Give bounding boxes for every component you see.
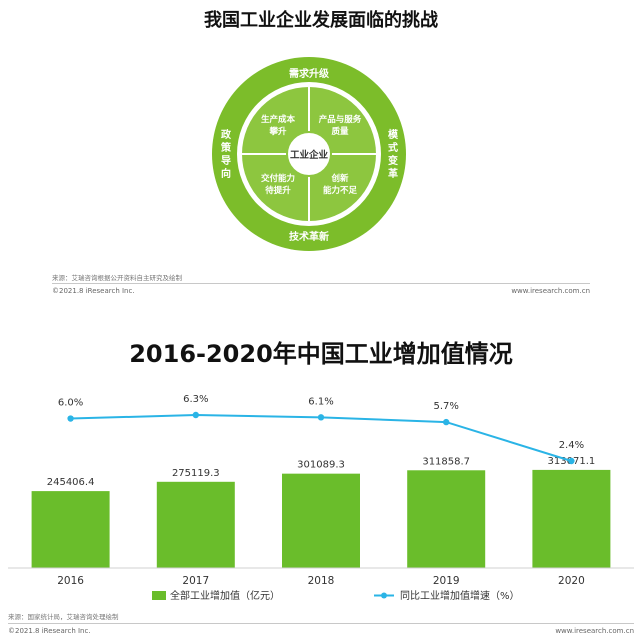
bar-label-2018: 301089.3 xyxy=(297,460,345,471)
center-circle xyxy=(286,131,332,177)
bar-label-2017: 275119.3 xyxy=(172,468,220,479)
bar-2016 xyxy=(31,491,110,568)
growth-label-2019: 5.7% xyxy=(433,401,458,412)
bar-2019 xyxy=(407,470,486,568)
diagram-source: 来源：艾瑞咨询根据公开资料自主研究及绘制 xyxy=(52,274,182,282)
x-tick-2019: 2019 xyxy=(433,575,460,587)
right-ring-label-char: 变 xyxy=(388,154,398,167)
bar-label-2019: 311858.7 xyxy=(422,456,470,467)
growth-label-2020: 2.4% xyxy=(559,440,584,451)
chart-source: 来源：国家统计局，艾瑞咨询处理绘制 xyxy=(8,613,119,621)
x-tick-2020: 2020 xyxy=(558,575,585,587)
chart-copyright: ©2021.8 iResearch Inc. xyxy=(8,627,91,635)
ring-label-top: 需求升级 xyxy=(289,67,330,80)
growth-point-2018 xyxy=(317,414,325,421)
diagram-website: www.iresearch.com.cn xyxy=(511,287,590,295)
industrial-value-chart: 245406.4275119.3301089.3311858.7313071.1… xyxy=(8,394,634,602)
bar-2018 xyxy=(282,473,360,568)
left-ring-label-char: 导 xyxy=(221,155,231,167)
growth-line xyxy=(70,413,572,462)
left-ring-label-char: 向 xyxy=(221,167,231,180)
quadrant-top-right-line2: 质量 xyxy=(331,126,349,137)
diagram-title: 我国工业企业发展面临的挑战 xyxy=(204,10,438,31)
growth-point-2019 xyxy=(443,418,450,426)
ring-label-bottom: 技术革新 xyxy=(289,230,329,243)
right-ring-label-char: 式 xyxy=(388,141,398,154)
bar-label-2016: 245406.4 xyxy=(47,477,95,488)
chart-website: www.iresearch.com.cn xyxy=(555,627,634,635)
growth-label-2017: 6.3% xyxy=(183,394,208,405)
legend-line-marker xyxy=(381,592,387,599)
right-ring-label-char: 模 xyxy=(388,128,399,141)
growth-label-2018: 6.1% xyxy=(308,396,333,407)
growth-point-2017 xyxy=(192,411,199,419)
legend-line-label: 同比工业增加值增速（%） xyxy=(400,589,520,602)
center-label: 工业企业 xyxy=(290,149,329,161)
bar-2017 xyxy=(156,481,235,568)
growth-point-2016 xyxy=(67,415,74,422)
quadrant-bottom-right-line1: 创新 xyxy=(330,173,349,184)
quadrant-top-left-line2: 攀升 xyxy=(268,126,287,137)
quadrant-bottom-right-line2: 能力不足 xyxy=(323,185,358,196)
legend-bar-label: 全部工业增加值（亿元） xyxy=(170,589,280,602)
chart-divider xyxy=(8,623,634,624)
growth-label-2016: 6.0% xyxy=(58,398,83,409)
quadrant-bottom-left-line1: 交付能力 xyxy=(261,173,295,184)
left-ring-label-char: 策 xyxy=(221,141,232,154)
quadrant-top-left-line1: 生产成本 xyxy=(261,114,296,125)
right-ring-label-char: 革 xyxy=(388,167,398,180)
diagram-divider xyxy=(52,283,590,284)
x-tick-2016: 2016 xyxy=(57,575,84,587)
quadrant-top-right-line1: 产品与服务 xyxy=(319,114,362,125)
left-ring-label-char: 政 xyxy=(221,128,232,141)
x-tick-2017: 2017 xyxy=(182,575,209,587)
diagram-copyright: ©2021.8 iResearch Inc. xyxy=(52,287,135,295)
chart-title: 2016-2020年中国工业增加值情况 xyxy=(129,340,513,368)
bar-2020 xyxy=(532,469,611,568)
quadrant-bottom-left-line2: 待提升 xyxy=(264,185,291,196)
growth-point-2020 xyxy=(568,457,575,465)
legend-bar-swatch xyxy=(152,591,166,600)
x-tick-2018: 2018 xyxy=(308,575,335,587)
